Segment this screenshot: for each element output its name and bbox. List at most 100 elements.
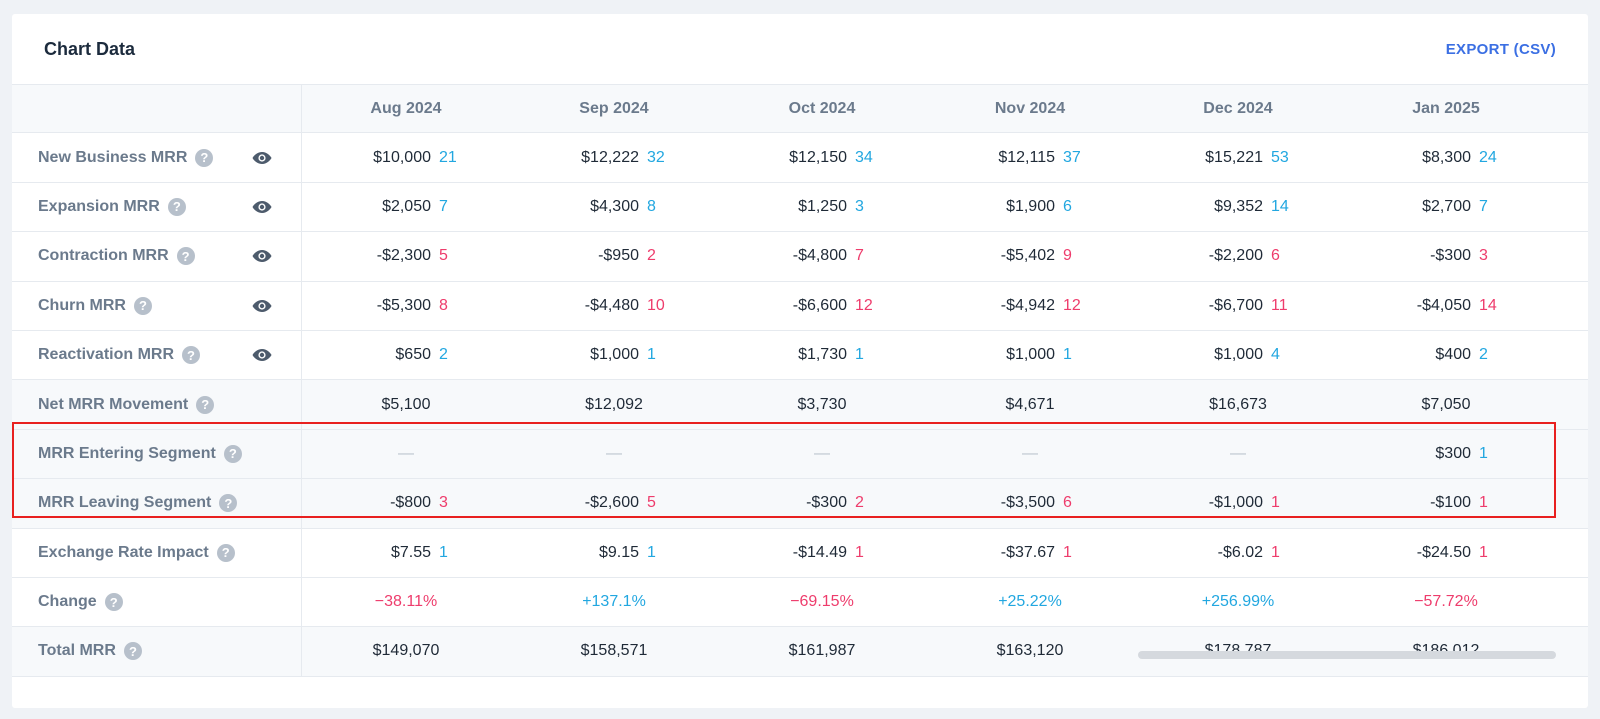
question-circle-icon[interactable]: ? xyxy=(104,593,123,612)
row-label-cell: New Business MRR? xyxy=(12,133,302,182)
question-circle-icon[interactable]: ? xyxy=(176,247,195,266)
table-cell: $149,070 xyxy=(302,627,510,675)
cell-value: -$950 xyxy=(598,247,639,265)
cell-value: $1,900 xyxy=(1006,197,1055,215)
cell-value: $12,092 xyxy=(585,395,643,413)
cell-value: $400 xyxy=(1435,346,1471,364)
cell-value: -$24.50 xyxy=(1416,543,1471,561)
eye-icon[interactable] xyxy=(252,348,272,362)
cell-value: $650 xyxy=(395,346,431,364)
table-cell: $4,300 8 xyxy=(510,183,718,231)
cell-value: +25.22% xyxy=(998,593,1062,611)
cell-value: -$4,050 xyxy=(1416,296,1471,314)
table-cell: -$2,600 5 xyxy=(510,479,718,527)
table-cell: -$4,800 7 xyxy=(718,232,926,280)
count-badge: 2 xyxy=(1479,346,1488,364)
count-badge: 8 xyxy=(647,197,656,215)
count-badge: 12 xyxy=(1063,296,1081,314)
table-cell: -$2,300 5 xyxy=(302,232,510,280)
table-cell: $1,730 1 xyxy=(718,331,926,379)
cell-value: -$4,942 xyxy=(1000,296,1055,314)
count-badge: 7 xyxy=(1479,197,1488,215)
question-circle-icon[interactable]: ? xyxy=(182,346,201,365)
table-row: Churn MRR? -$5,300 8 -$4,480 10 -$6,600 12 -$4,… xyxy=(12,281,1588,331)
question-circle-icon[interactable]: ? xyxy=(123,642,142,661)
cell-value: -$5,402 xyxy=(1000,247,1055,265)
cell-value: -$300 xyxy=(806,494,847,512)
cell-value: — xyxy=(1230,444,1246,462)
eye-icon[interactable] xyxy=(252,200,272,214)
count-badge: 8 xyxy=(439,296,448,314)
count-badge: 6 xyxy=(1063,494,1072,512)
row-label-cell: Expansion MRR? xyxy=(12,182,302,232)
eye-icon[interactable] xyxy=(252,249,272,263)
count-badge: 1 xyxy=(1271,494,1280,512)
cell-value: −38.11% xyxy=(374,593,438,611)
count-badge: 1 xyxy=(855,543,864,561)
count-badge: 21 xyxy=(439,148,457,166)
cell-value: -$2,300 xyxy=(376,247,431,265)
count-badge: 34 xyxy=(855,148,873,166)
table-cell: $2,050 7 xyxy=(302,183,510,231)
row-label: Total MRR xyxy=(38,642,116,660)
table-cell: +256.99% xyxy=(1134,578,1342,626)
table-cell: — xyxy=(718,430,926,478)
table-cell: -$6.02 1 xyxy=(1134,529,1342,577)
question-circle-icon[interactable]: ? xyxy=(219,494,238,513)
table-row: Exchange Rate Impact? $7.55 1 $9.15 1 -$14.49… xyxy=(12,528,1588,578)
count-badge: 7 xyxy=(439,197,448,215)
table-cell: $1,000 4 xyxy=(1134,331,1342,379)
cell-value: $4,671 xyxy=(1005,395,1055,413)
table-cell: $163,120 xyxy=(926,627,1134,675)
cell-value: $7,050 xyxy=(1421,395,1471,413)
row-label-cell: Change? xyxy=(12,577,302,627)
table-header-row: Aug 2024 Sep 2024 Oct 2024 Nov 2024 Dec … xyxy=(12,84,1588,134)
question-circle-icon[interactable]: ? xyxy=(196,395,215,414)
eye-icon[interactable] xyxy=(252,299,272,313)
table-cell: -$4,942 12 xyxy=(926,282,1134,330)
question-circle-icon[interactable]: ? xyxy=(167,197,186,216)
table-cell: $9,352 14 xyxy=(1134,183,1342,231)
cell-value: -$4,480 xyxy=(584,296,639,314)
eye-icon[interactable] xyxy=(252,151,272,165)
count-badge: 14 xyxy=(1271,197,1289,215)
count-badge: 10 xyxy=(647,296,665,314)
cell-value: $1,000 xyxy=(1006,346,1055,364)
table-cell: — xyxy=(302,430,510,478)
table-row: Change? −38.11% +137.1% −69.15% +25.22% +256.… xyxy=(12,577,1588,628)
count-badge: 11 xyxy=(1271,296,1288,314)
table-cell: -$37.67 1 xyxy=(926,529,1134,577)
table-cell: $16,673 xyxy=(1134,380,1342,428)
cell-value: $12,150 xyxy=(789,148,847,166)
cell-value: -$5,300 xyxy=(376,296,431,314)
cell-value: −69.15% xyxy=(790,593,854,611)
question-circle-icon[interactable]: ? xyxy=(133,296,152,315)
cell-value: $1,000 xyxy=(1214,346,1263,364)
cell-value: $163,120 xyxy=(996,642,1064,660)
table-cell: $1,900 6 xyxy=(926,183,1134,231)
table-cell: -$100 1 xyxy=(1342,479,1550,527)
row-label: Reactivation MRR xyxy=(38,346,175,364)
cell-value: — xyxy=(814,444,830,462)
count-badge: 1 xyxy=(855,346,864,364)
horizontal-scrollbar[interactable] xyxy=(1138,651,1556,659)
question-circle-icon[interactable]: ? xyxy=(195,148,214,167)
cell-value: -$2,200 xyxy=(1208,247,1263,265)
table-cell: −57.72% xyxy=(1342,578,1550,626)
cell-value: $12,222 xyxy=(581,148,639,166)
question-circle-icon[interactable]: ? xyxy=(216,543,235,562)
table-cell: — xyxy=(926,430,1134,478)
cell-value: -$37.67 xyxy=(1000,543,1055,561)
cell-value: -$800 xyxy=(390,494,431,512)
table-row: MRR Leaving Segment? -$800 3 -$2,600 5 -$300 2… xyxy=(12,479,1588,529)
question-circle-icon[interactable]: ? xyxy=(223,444,242,463)
cell-value: — xyxy=(1022,444,1038,462)
row-label-cell: Net MRR Movement? xyxy=(12,380,302,429)
table-cell: $10,000 21 xyxy=(302,133,510,181)
table-cell: $1,000 1 xyxy=(926,331,1134,379)
cell-value: -$14.49 xyxy=(792,543,847,561)
cell-value: $300 xyxy=(1435,444,1471,462)
count-badge: 5 xyxy=(647,494,656,512)
row-label-cell: MRR Entering Segment? xyxy=(12,429,302,479)
export-csv-button[interactable]: EXPORT (CSV) xyxy=(1445,40,1556,58)
